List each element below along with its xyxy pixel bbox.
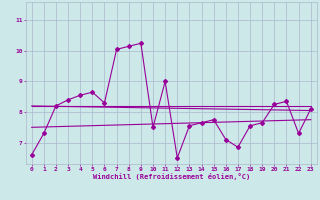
X-axis label: Windchill (Refroidissement éolien,°C): Windchill (Refroidissement éolien,°C)	[92, 173, 250, 180]
